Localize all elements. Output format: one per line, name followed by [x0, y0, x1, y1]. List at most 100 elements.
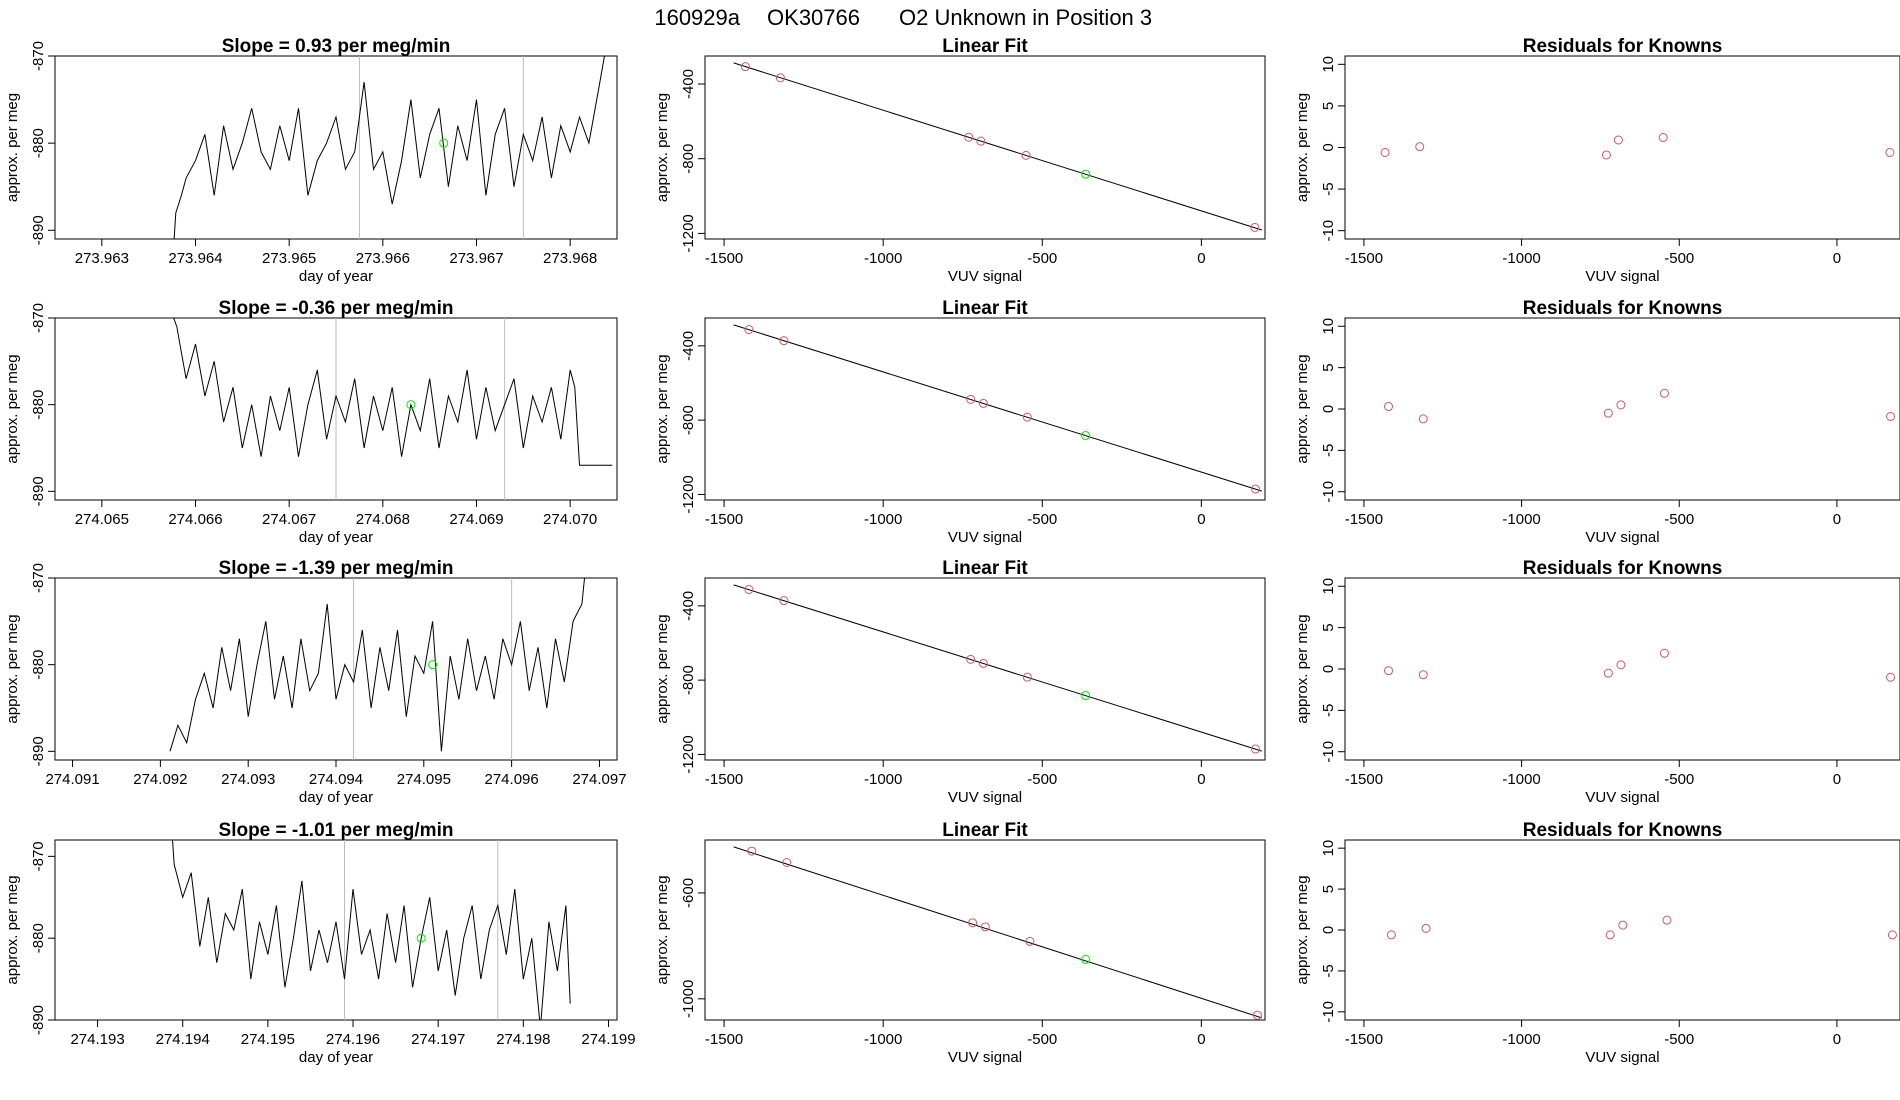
y-tick-label: -5 — [1320, 964, 1337, 977]
x-axis-label: VUV signal — [1585, 1049, 1659, 1066]
known-point — [1021, 150, 1031, 160]
known-point — [1421, 923, 1431, 933]
x-tick-label: -1000 — [1502, 511, 1540, 528]
panel-6: Residuals for Knowns -1500 -1000 -500 0 VUV s… — [1294, 298, 1900, 546]
y-tick-label: 5 — [1320, 363, 1337, 371]
known-point — [1886, 672, 1896, 682]
x-tick-label: -500 — [1664, 250, 1694, 267]
panel-title: Residuals for Knowns — [1523, 558, 1723, 579]
unknown-point — [1081, 169, 1091, 179]
x-tick-label: 0 — [1197, 511, 1205, 528]
plot-frame — [54, 577, 618, 761]
x-axis-label: VUV signal — [1585, 268, 1659, 285]
x-tick-label: 274.195 — [241, 1031, 295, 1048]
known-point — [1250, 744, 1260, 754]
plot-frame — [704, 55, 1266, 240]
known-point — [966, 654, 976, 664]
y-tick-label: -800 — [680, 665, 697, 695]
x-tick-label: 274.095 — [397, 771, 451, 788]
x-tick-label: -1500 — [1345, 1031, 1383, 1048]
x-axis-label: VUV signal — [948, 268, 1022, 285]
known-point — [1418, 414, 1428, 424]
y-tick-label: -880 — [30, 923, 47, 953]
x-tick-label: 0 — [1833, 511, 1841, 528]
x-tick-label: 0 — [1197, 771, 1205, 788]
panels-grid: Slope = 0.93 per meg/min 273.963 273.964 27… — [4, 36, 1900, 1066]
plot-frame — [704, 839, 1266, 1021]
x-tick-label: -1500 — [1345, 250, 1383, 267]
x-tick-label: -500 — [1027, 250, 1057, 267]
y-tick-label: 0 — [1320, 405, 1337, 413]
y-tick-label: -870 — [30, 563, 47, 593]
y-axis-label: approx. per meg — [4, 614, 21, 723]
y-axis-label: approx. per meg — [4, 875, 21, 984]
known-point — [1022, 672, 1032, 682]
known-point — [1250, 222, 1260, 232]
unknown-point — [428, 660, 438, 670]
known-point — [978, 658, 988, 668]
panel-title: Linear Fit — [942, 558, 1028, 579]
y-tick-label: 0 — [1320, 926, 1337, 934]
y-tick-label: -890 — [30, 1005, 47, 1035]
x-axis-label: day of year — [299, 268, 373, 285]
known-point — [747, 846, 757, 856]
data-layer — [87, 56, 606, 239]
y-tick-label: 0 — [1320, 143, 1337, 151]
x-tick-label: 274.067 — [262, 511, 316, 528]
known-point — [968, 918, 978, 928]
y-tick-label: -1200 — [680, 475, 697, 513]
figure-title-date: 160929a — [654, 5, 740, 30]
x-tick-label: -500 — [1664, 771, 1694, 788]
known-point — [1616, 400, 1626, 410]
panel-title: Slope = -1.39 per meg/min — [219, 558, 454, 579]
x-tick-label: -1000 — [1502, 250, 1540, 267]
figure-title-position: O2 Unknown in Position 3 — [899, 5, 1152, 30]
x-tick-label: 274.096 — [485, 771, 539, 788]
y-tick-label: -400 — [680, 331, 697, 361]
panel-12: Residuals for Knowns -1500 -1000 -500 0 VUV s… — [1294, 820, 1900, 1066]
known-point — [1658, 133, 1668, 143]
known-point — [779, 336, 789, 346]
panel-3: Residuals for Knowns -1500 -1000 -500 0 VUV s… — [1294, 36, 1900, 285]
x-axis-label: day of year — [299, 529, 373, 546]
known-point — [1601, 150, 1611, 160]
x-tick-label: 273.963 — [75, 250, 129, 267]
panel-2: Linear Fit -1500 -1000 -500 0 VUV signal -1200… — [654, 36, 1266, 285]
x-tick-label: -500 — [1027, 511, 1057, 528]
signal-trace — [173, 318, 613, 466]
known-point — [1613, 135, 1623, 145]
y-tick-label: 5 — [1320, 885, 1337, 893]
data-layer — [169, 578, 586, 760]
y-tick-label: -1000 — [680, 980, 697, 1018]
y-tick-label: -10 — [1320, 741, 1337, 763]
known-point — [978, 398, 988, 408]
x-tick-label: 274.068 — [356, 511, 410, 528]
known-point — [1659, 388, 1669, 398]
x-tick-label: -1500 — [1345, 511, 1383, 528]
panel-1: Slope = 0.93 per meg/min 273.963 273.964 27… — [4, 36, 618, 285]
known-point — [779, 596, 789, 606]
y-tick-label: -880 — [30, 128, 47, 158]
x-tick-label: 0 — [1197, 1031, 1205, 1048]
plot-frame — [1344, 839, 1900, 1021]
panel-9: Residuals for Knowns -1500 -1000 -500 0 VUV s… — [1294, 558, 1900, 806]
x-tick-label: -1500 — [705, 1031, 743, 1048]
y-tick-label: -5 — [1320, 182, 1337, 195]
x-axis-label: day of year — [299, 789, 373, 806]
y-tick-label: 5 — [1320, 102, 1337, 110]
known-point — [1380, 147, 1390, 157]
data-layer — [733, 324, 1262, 494]
signal-trace — [172, 840, 571, 1020]
y-tick-label: -890 — [30, 476, 47, 506]
panel-title: Residuals for Knowns — [1523, 298, 1723, 319]
known-point — [1618, 920, 1628, 930]
x-tick-label: 274.066 — [168, 511, 222, 528]
known-point — [1250, 484, 1260, 494]
y-tick-label: -800 — [680, 405, 697, 435]
y-tick-label: -400 — [680, 591, 697, 621]
figure-title-tank: OK30766 — [767, 5, 860, 30]
known-point — [1887, 930, 1897, 940]
data-layer — [1384, 388, 1896, 424]
panel-7: Slope = -1.39 per meg/min 274.091 274.092 2… — [4, 558, 627, 806]
